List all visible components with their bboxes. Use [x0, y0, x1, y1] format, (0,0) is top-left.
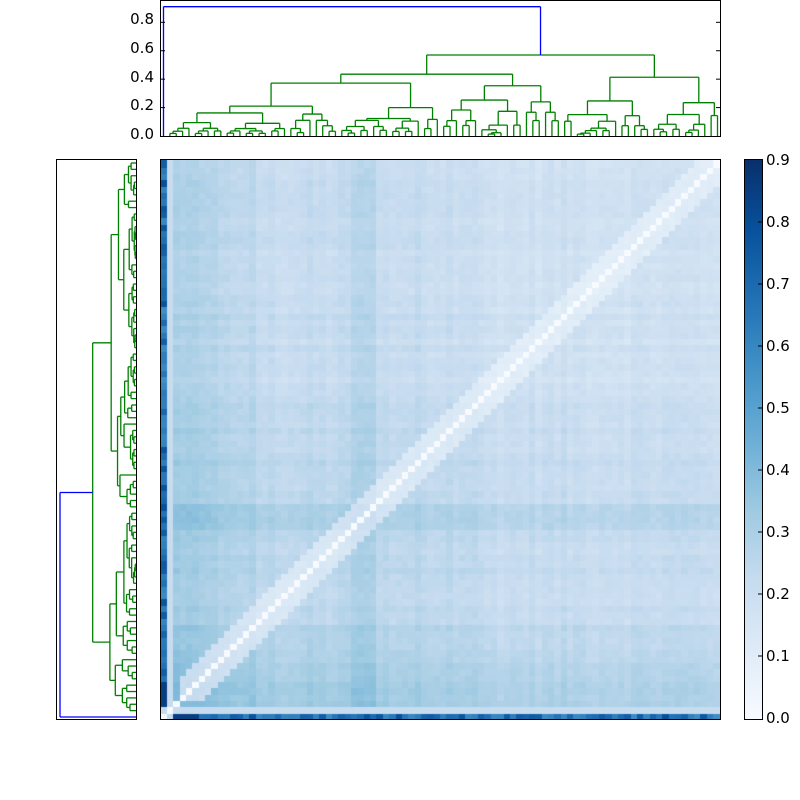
- colorbar-tick-0.3: 0.3: [766, 523, 790, 541]
- colorbar-tick-0.1: 0.1: [766, 647, 790, 665]
- colorbar-tick-0.8: 0.8: [766, 213, 790, 231]
- left-dendrogram: [59, 162, 136, 718]
- top-ytick-0.8: 0.8: [130, 10, 154, 28]
- heatmap-matrix: [161, 160, 720, 719]
- heatmap-panel: [160, 159, 721, 720]
- colorbar-tick-0.7: 0.7: [766, 275, 790, 293]
- colorbar: [744, 159, 763, 720]
- colorbar-tick-0.0: 0.0: [766, 709, 790, 727]
- top-dendrogram: [161, 6, 720, 136]
- colorbar-tick-0.4: 0.4: [766, 461, 790, 479]
- top-dendrogram-panel: [160, 0, 721, 137]
- colorbar-tick-0.5: 0.5: [766, 399, 790, 417]
- top-ytick-0.2: 0.2: [130, 96, 154, 114]
- top-ytick-0.0: 0.0: [130, 125, 154, 143]
- colorbar-tick-0.2: 0.2: [766, 585, 790, 603]
- colorbar-tick-0.6: 0.6: [766, 337, 790, 355]
- colorbar-ticks: [758, 221, 762, 657]
- left-dendrogram-panel: [56, 159, 137, 720]
- top-ytick-0.4: 0.4: [130, 68, 154, 86]
- colorbar-tick-0.9: 0.9: [766, 151, 790, 169]
- top-ytick-0.6: 0.6: [130, 39, 154, 57]
